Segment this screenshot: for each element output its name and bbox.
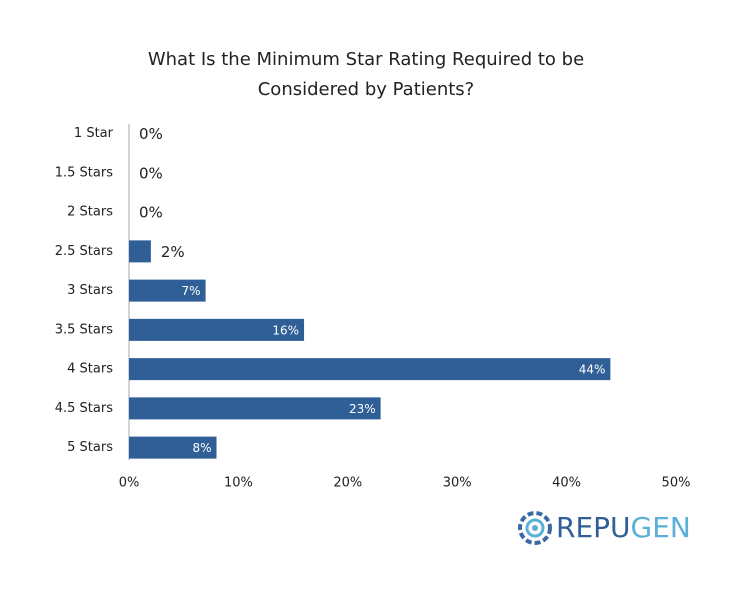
- y-tick-label: 4.5 Stars: [55, 401, 113, 416]
- logo: REPUGEN: [518, 511, 691, 545]
- chart-title: Considered by Patients?: [258, 79, 475, 100]
- y-tick-label: 4 Stars: [67, 362, 113, 377]
- x-tick-label: 40%: [552, 476, 581, 491]
- x-tick-label: 0%: [119, 476, 140, 491]
- logo-icon: [525, 518, 545, 538]
- y-tick-label: 1.5 Stars: [55, 165, 113, 180]
- logo-part: GEN: [631, 511, 691, 544]
- bar: [129, 436, 217, 459]
- value-label: 0%: [139, 204, 163, 222]
- bar: [129, 240, 151, 263]
- y-tick-label: 5 Stars: [67, 440, 113, 455]
- value-label: 16%: [272, 323, 299, 337]
- value-label: 23%: [349, 402, 376, 416]
- logo-text: REPUGEN: [556, 511, 691, 544]
- logo-part: REPU: [556, 511, 631, 544]
- value-label: 2%: [161, 243, 185, 261]
- value-label: 8%: [192, 441, 211, 455]
- x-tick-label: 50%: [662, 476, 691, 491]
- y-tick-label: 3 Stars: [67, 283, 113, 298]
- bar: [129, 397, 381, 420]
- value-label: 44%: [579, 363, 606, 377]
- y-tick-label: 2.5 Stars: [55, 244, 113, 259]
- value-label: 0%: [139, 125, 163, 143]
- bar: [129, 279, 206, 302]
- logo-icon: [532, 525, 538, 531]
- value-label: 7%: [182, 284, 201, 298]
- x-tick-label: 20%: [333, 476, 362, 491]
- x-tick-label: 30%: [443, 476, 472, 491]
- bar: [129, 358, 611, 381]
- y-tick-label: 3.5 Stars: [55, 322, 113, 337]
- logo-icon: [518, 511, 552, 545]
- y-tick-label: 2 Stars: [67, 205, 113, 220]
- chart-title: What Is the Minimum Star Rating Required…: [148, 49, 584, 70]
- value-label: 0%: [139, 164, 163, 182]
- x-tick-label: 10%: [224, 476, 253, 491]
- y-tick-label: 1 Star: [74, 126, 114, 141]
- bar: [129, 318, 305, 341]
